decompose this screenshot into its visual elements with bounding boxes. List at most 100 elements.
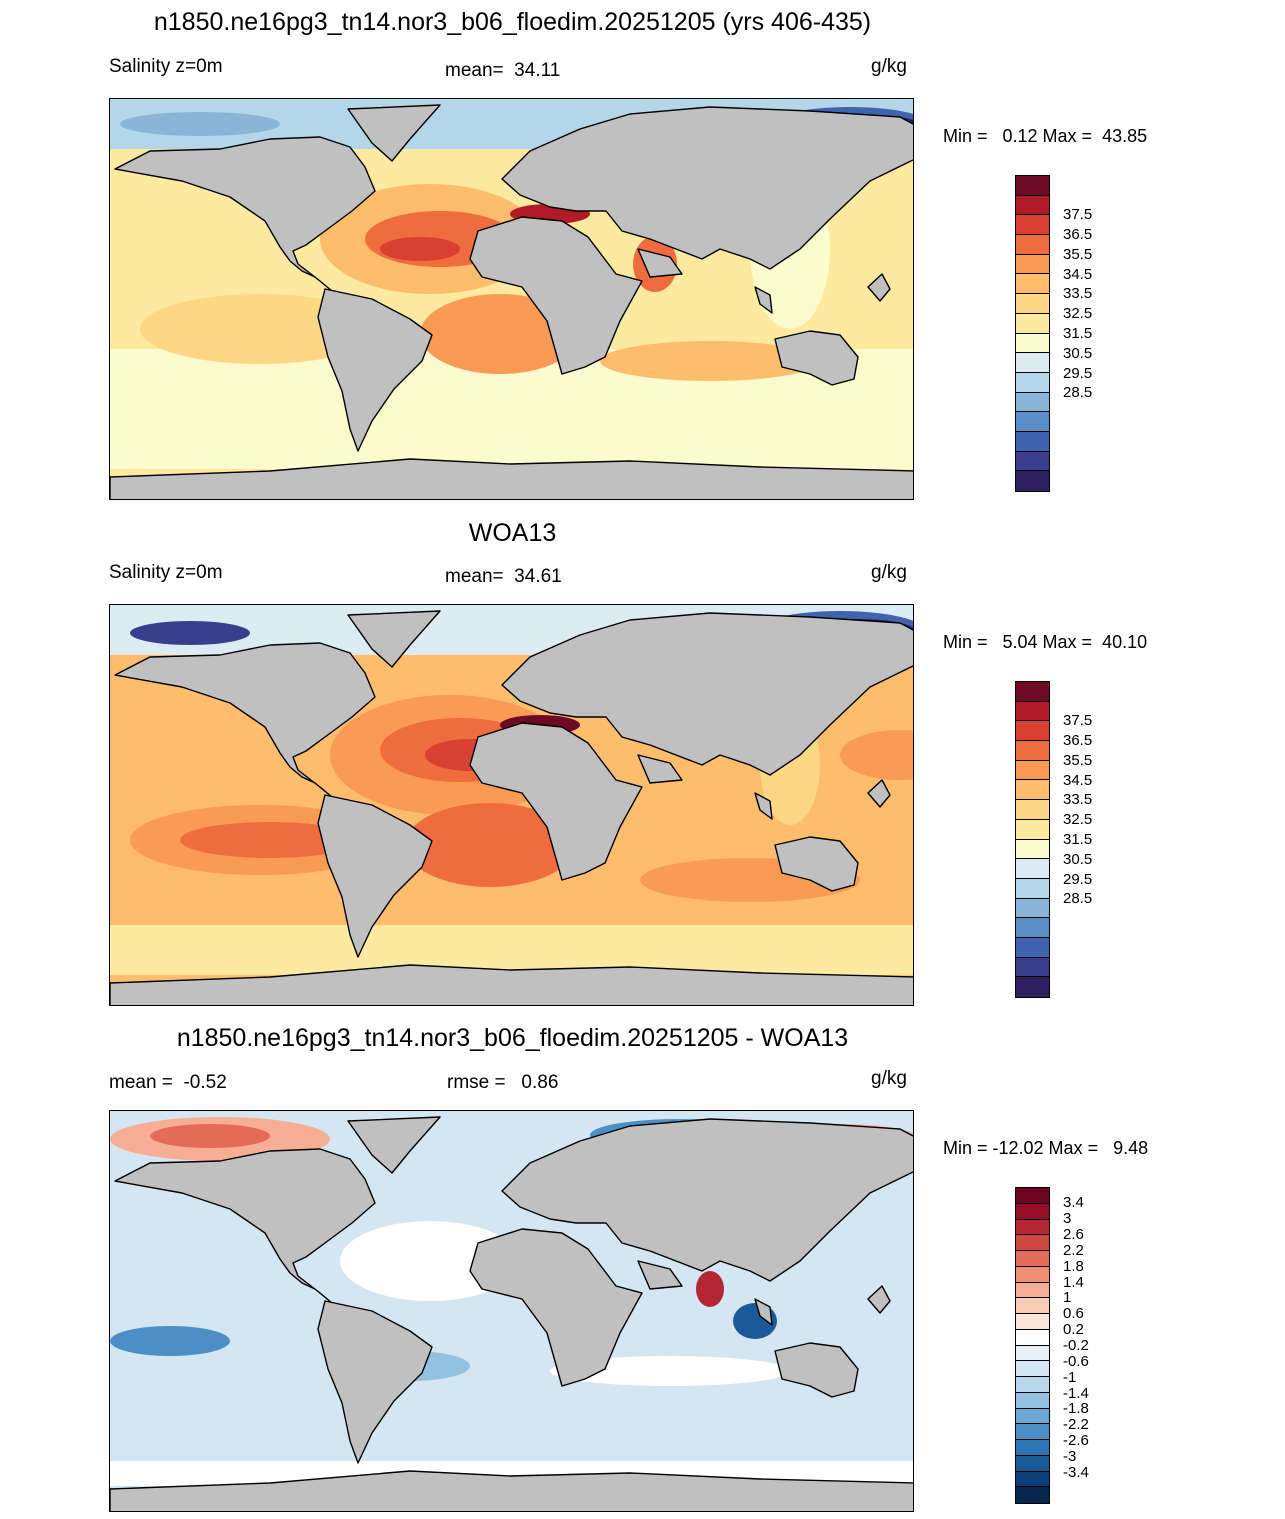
continent: [469, 216, 643, 375]
continent: [501, 1118, 913, 1282]
continent: [469, 1228, 643, 1387]
colorbar-cell: [1016, 701, 1049, 722]
continent: [774, 836, 859, 892]
continent: [754, 792, 773, 820]
continent: [110, 964, 913, 1005]
colorbar-tick-label: 37.5: [1063, 206, 1093, 224]
ocean-field-region: [380, 237, 460, 261]
ocean-field-region: [600, 341, 820, 381]
colorbar-tick-label: 33.5: [1063, 285, 1093, 303]
colorbar-cell: [1016, 859, 1049, 879]
land-mask: [110, 104, 913, 499]
colorbar-cell: [1016, 471, 1049, 491]
continent: [774, 330, 859, 386]
colorbar-cell: [1016, 878, 1049, 899]
mean-label: mean= 34.11: [445, 60, 561, 81]
colorbar-tick-label: -1.4: [1063, 1384, 1089, 1402]
colorbar-cell: [1016, 977, 1049, 997]
colorbar-cell: [1016, 957, 1049, 978]
panel-title: WOA13: [468, 519, 557, 547]
colorbar-tick-label: 34.5: [1063, 771, 1093, 789]
colorbar-tick-label: 2.6: [1063, 1226, 1084, 1244]
panel-title: n1850.ne16pg3_tn14.nor3_b06_floedim.2025…: [176, 1024, 849, 1052]
colorbar-cell: [1016, 937, 1049, 958]
colorbar-cell: [1016, 1455, 1049, 1472]
panel-title: n1850.ne16pg3_tn14.nor3_b06_floedim.2025…: [153, 8, 872, 36]
colorbar-cell: [1016, 898, 1049, 919]
colorbar-cell: [1016, 313, 1049, 334]
continent: [637, 754, 683, 784]
colorbar-cell: [1016, 274, 1049, 295]
land-mask: [110, 1116, 913, 1511]
continent: [114, 1148, 376, 1304]
continent: [774, 1342, 859, 1398]
colorbar-tick-label: 32.5: [1063, 305, 1093, 323]
colorbar-tick-label: 32.5: [1063, 811, 1093, 829]
ocean-field-region: [550, 1356, 790, 1386]
colorbar-tick-label: 0.6: [1063, 1305, 1084, 1323]
salinity-map: [109, 98, 914, 500]
colorbar-cell: [1016, 1424, 1049, 1440]
continent: [867, 779, 891, 808]
ocean-field-region: [110, 1326, 230, 1356]
colorbar-cell: [1016, 1203, 1049, 1220]
colorbar: [1015, 175, 1050, 492]
minmax-label: Min = 0.12 Max = 43.85: [943, 126, 1148, 146]
colorbar-tick-label: -3.4: [1063, 1463, 1089, 1481]
colorbar-cell: [1016, 918, 1049, 938]
colorbar-cell: [1016, 1314, 1049, 1330]
continent: [347, 104, 441, 162]
colorbar-tick-label: 36.5: [1063, 731, 1093, 749]
continent: [867, 273, 891, 302]
diff-mean-label: mean = -0.52: [109, 1072, 227, 1093]
colorbar-tick-label: 29.5: [1063, 364, 1093, 382]
colorbar-cell: [1016, 1408, 1049, 1425]
colorbar-cell: [1016, 1251, 1049, 1267]
minmax-label: Min = -12.02 Max = 9.48: [943, 1138, 1149, 1158]
colorbar-cell: [1016, 235, 1049, 255]
colorbar-tick-label: 30.5: [1063, 850, 1093, 868]
colorbar-cell: [1016, 1329, 1049, 1346]
continent: [110, 1470, 913, 1511]
ocean-field-region: [130, 621, 250, 645]
continent: [114, 642, 376, 798]
colorbar-tick-label: 35.5: [1063, 245, 1093, 263]
colorbar-tick-label: 29.5: [1063, 870, 1093, 888]
colorbar-cell: [1016, 682, 1049, 702]
colorbar-cell: [1016, 1266, 1049, 1283]
colorbar-cell: [1016, 721, 1049, 742]
colorbar-tick-label: -0.2: [1063, 1337, 1089, 1354]
units-label: g/kg: [871, 562, 907, 583]
colorbar-cell: [1016, 431, 1049, 452]
colorbar-tick-label: -1: [1063, 1368, 1077, 1386]
colorbar-tick-label: -2.2: [1063, 1416, 1089, 1434]
colorbar-tick-label: 31.5: [1063, 325, 1093, 342]
colorbar-cell: [1016, 1298, 1049, 1314]
colorbar-cell: [1016, 392, 1049, 413]
continent: [110, 458, 913, 499]
continent: [501, 106, 913, 270]
minmax-label: Min = 5.04 Max = 40.10: [943, 632, 1148, 652]
colorbar-tick-label: 33.5: [1063, 791, 1093, 809]
colorbar-tick-label: 28.5: [1063, 384, 1093, 402]
colorbar-tick-label: 35.5: [1063, 751, 1093, 769]
colorbar-cell: [1016, 1361, 1049, 1377]
colorbar-tick-label: -0.6: [1063, 1352, 1089, 1370]
colorbar-cell: [1016, 1188, 1049, 1204]
map-svg: [110, 1111, 913, 1511]
continent: [867, 1285, 891, 1314]
colorbar-cell: [1016, 1377, 1049, 1393]
ocean-field-region: [340, 1221, 520, 1301]
map-svg: [110, 605, 913, 1005]
ocean-field-region: [405, 803, 575, 887]
colorbar-tick-label: -3: [1063, 1447, 1077, 1465]
colorbar-tick-label: 28.5: [1063, 890, 1093, 908]
continent: [317, 288, 433, 452]
colorbar-cell: [1016, 760, 1049, 781]
difference-map: [109, 1110, 914, 1512]
continent: [347, 610, 441, 668]
mean-label: mean= 34.61: [445, 566, 562, 587]
colorbar-cell: [1016, 819, 1049, 840]
colorbar-cell: [1016, 1219, 1049, 1236]
colorbar-tick-label: 0.2: [1063, 1321, 1084, 1339]
